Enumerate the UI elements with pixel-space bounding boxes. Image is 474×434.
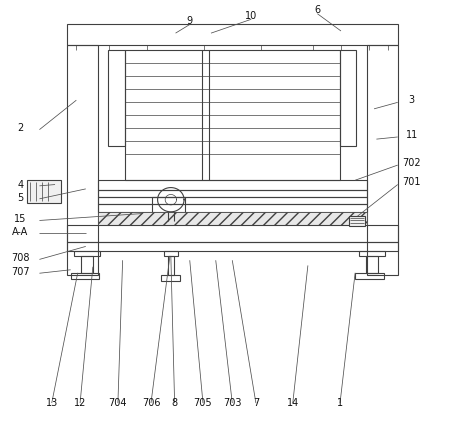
Bar: [125, 50, 339, 180]
Text: A-A: A-A: [12, 227, 28, 237]
Text: 3: 3: [409, 95, 415, 105]
Bar: [98, 212, 367, 225]
Bar: [98, 180, 367, 190]
Text: 704: 704: [109, 398, 127, 408]
Text: 12: 12: [74, 398, 86, 408]
Text: 8: 8: [172, 398, 178, 408]
Bar: [367, 45, 398, 275]
Text: 705: 705: [194, 398, 212, 408]
Text: 4: 4: [18, 180, 24, 190]
Text: 2: 2: [18, 123, 24, 133]
Bar: [81, 256, 93, 273]
Bar: [67, 225, 398, 242]
Text: 703: 703: [223, 398, 242, 408]
Bar: [161, 275, 180, 281]
Bar: [152, 197, 185, 219]
Bar: [67, 242, 398, 251]
Bar: [109, 50, 125, 146]
Bar: [98, 204, 367, 212]
Text: 14: 14: [287, 398, 299, 408]
Text: 701: 701: [402, 178, 421, 187]
Bar: [355, 273, 383, 279]
Bar: [366, 256, 378, 273]
Text: 707: 707: [11, 267, 30, 277]
Text: 9: 9: [187, 16, 193, 26]
Text: 708: 708: [11, 253, 30, 263]
Text: 10: 10: [245, 11, 257, 21]
Bar: [67, 45, 98, 275]
Text: 13: 13: [46, 398, 58, 408]
Bar: [359, 251, 385, 256]
Bar: [349, 216, 365, 226]
Bar: [98, 197, 367, 204]
Text: 6: 6: [314, 5, 320, 15]
Bar: [98, 190, 367, 197]
Bar: [339, 50, 356, 146]
Bar: [67, 24, 398, 45]
Text: 5: 5: [18, 193, 24, 203]
Bar: [167, 256, 174, 275]
Text: 7: 7: [253, 398, 259, 408]
Text: 706: 706: [142, 398, 160, 408]
Bar: [27, 180, 61, 203]
Bar: [71, 273, 99, 279]
Text: 11: 11: [406, 130, 418, 140]
Text: 702: 702: [402, 158, 421, 168]
Bar: [74, 251, 100, 256]
Text: 15: 15: [14, 214, 27, 224]
Text: 1: 1: [337, 398, 343, 408]
Bar: [164, 251, 178, 256]
